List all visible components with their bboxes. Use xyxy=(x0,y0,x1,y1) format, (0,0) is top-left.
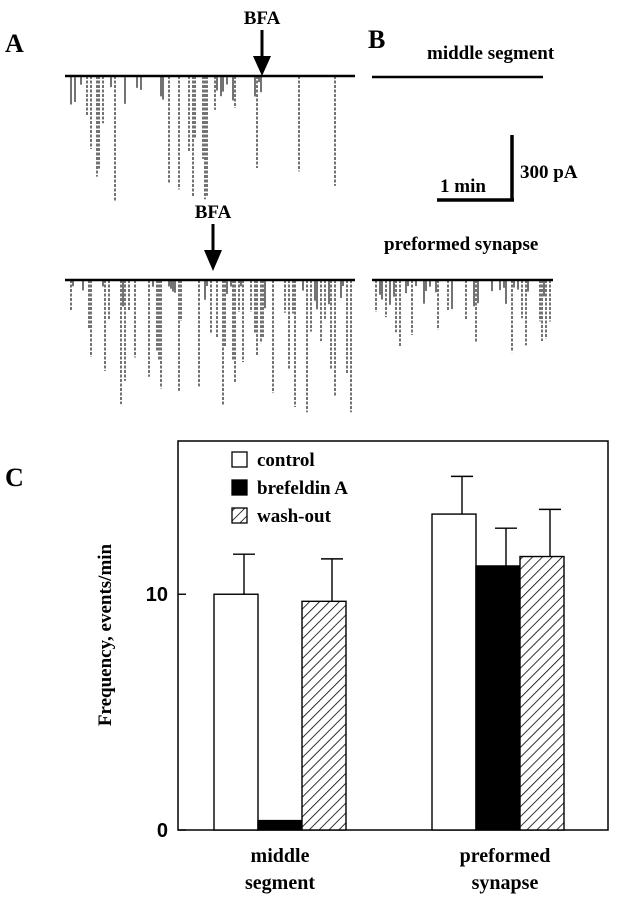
legend-swatch xyxy=(231,451,248,468)
y-axis-label: Frequency, events/min xyxy=(95,543,116,726)
error-bar-control-1 xyxy=(451,475,473,515)
bfa-label-bottom: BFA xyxy=(195,202,232,223)
legend-swatch xyxy=(231,507,248,524)
x-category-label: middle segment xyxy=(245,845,315,894)
legend-label: control xyxy=(257,450,315,471)
bar-brefeldin-a-1 xyxy=(475,565,521,831)
label-preformed-synapse: preformed synapse xyxy=(384,234,538,255)
bar-brefeldin-a-0 xyxy=(257,819,303,831)
error-bar-control-0 xyxy=(233,553,255,595)
legend-label: wash-out xyxy=(257,506,332,527)
x-category-label: preformed synapse xyxy=(460,845,551,894)
bar-control-0 xyxy=(213,593,259,831)
trace-b-preformed-synapse xyxy=(372,278,553,353)
arrow-down-icon xyxy=(253,30,271,76)
trace-a-control xyxy=(65,74,355,202)
trace-a-synapse xyxy=(65,278,355,413)
error-bar-brefeldin-a-1 xyxy=(495,527,517,566)
panel-c-letter: C xyxy=(5,463,24,492)
bar-control-1 xyxy=(431,513,477,831)
bar-wash-out-1 xyxy=(519,555,565,831)
plot-frame xyxy=(177,440,609,831)
y-tick-label: 10 xyxy=(146,584,168,606)
scale-amplitude-label: 300 pA xyxy=(520,162,578,183)
scale-bar: 1 min 300 pA xyxy=(437,135,578,202)
legend-swatch xyxy=(231,479,248,496)
label-middle-segment: middle segment xyxy=(427,43,555,64)
y-tick-label: 0 xyxy=(157,820,168,842)
legend-label: brefeldin A xyxy=(257,478,348,499)
scale-time-label: 1 min xyxy=(440,176,486,197)
arrow-down-icon xyxy=(204,224,222,271)
legend: control brefeldin A wash-out xyxy=(231,450,348,527)
error-bar-wash-out-0 xyxy=(321,558,343,602)
panel-a-letter: A xyxy=(5,29,24,58)
bar-wash-out-0 xyxy=(301,600,347,831)
bar-chart: 0 10 middle segment preformed synapse contro… xyxy=(95,440,609,894)
panel-b-letter: B xyxy=(368,25,385,54)
error-bar-wash-out-1 xyxy=(539,508,561,557)
bfa-label-top: BFA xyxy=(244,8,281,29)
